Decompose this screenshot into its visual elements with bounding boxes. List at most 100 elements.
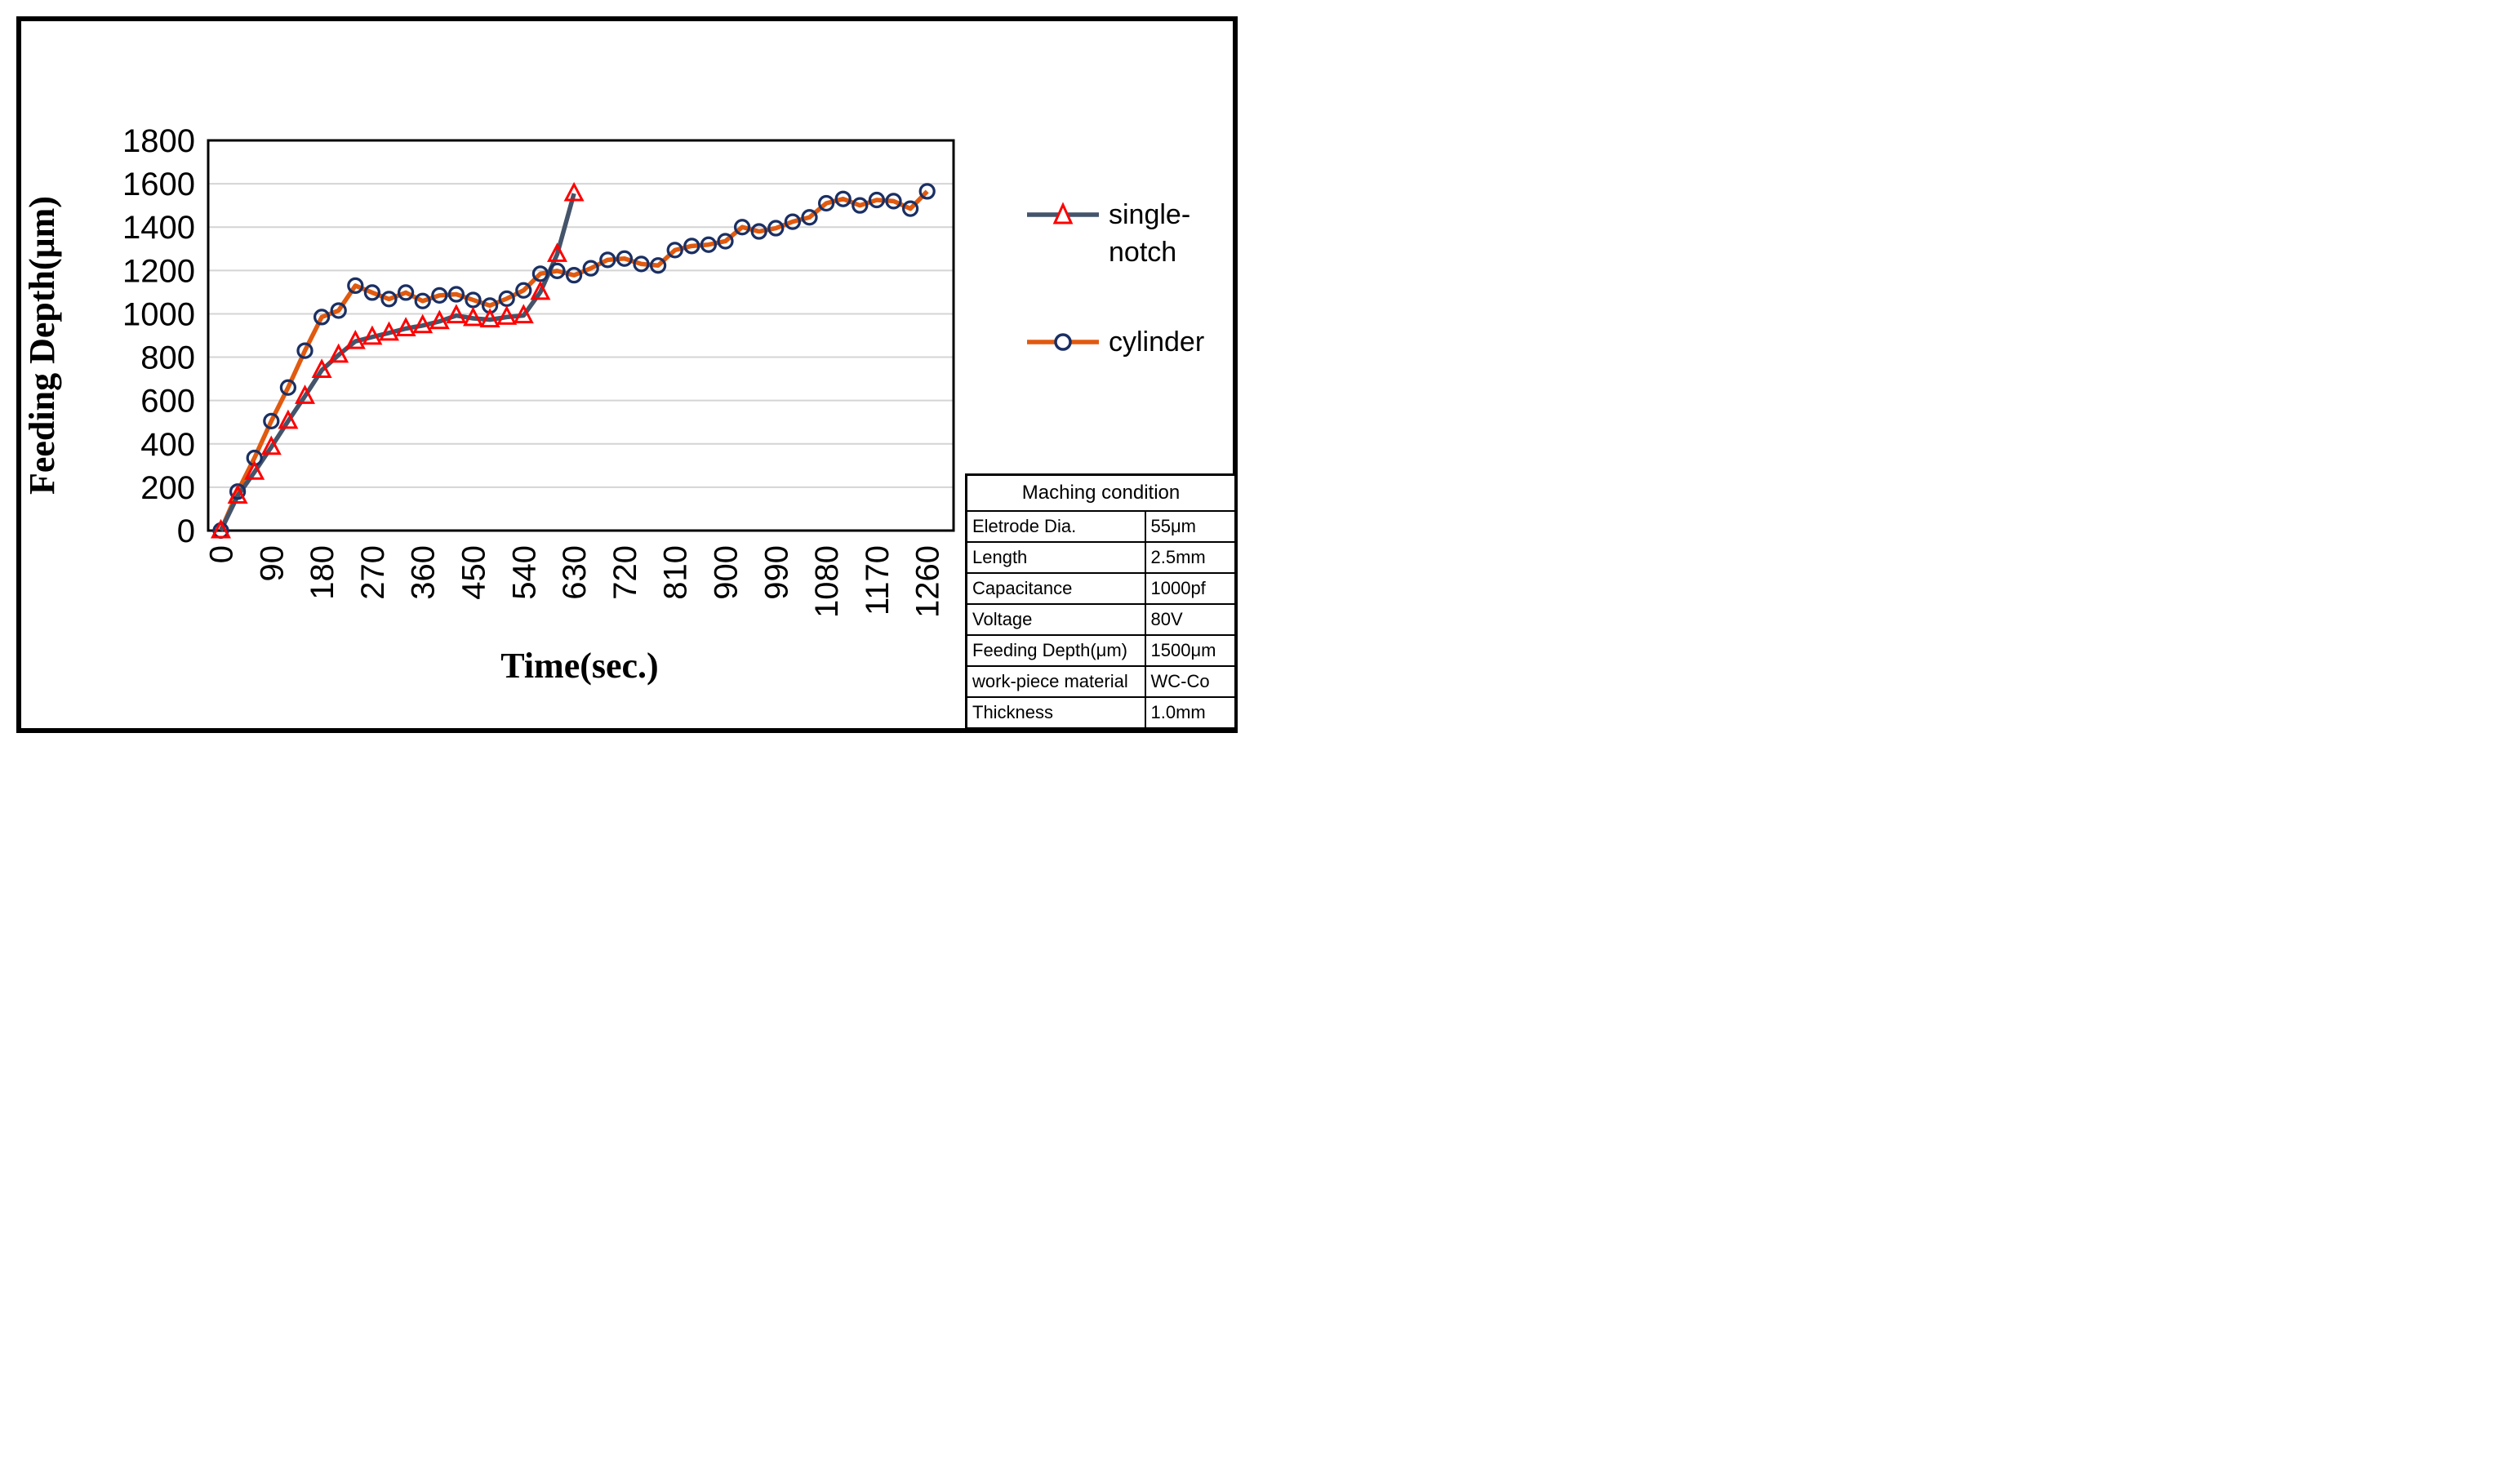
single-notch-marker-icon [563,181,585,202]
x-tick-label: 1260 [910,545,946,618]
cylinder-marker-icon [733,219,751,236]
cylinder-marker-icon [666,242,683,259]
table-row: Eletrode Dia. 55μm [965,510,1237,543]
x-tick-label: 90 [254,545,290,582]
legend-label-line1: cylinder [1109,327,1205,358]
x-tick-label: 270 [355,545,391,600]
condition-label: Thickness [965,696,1146,730]
machining-condition-table: Maching condition Eletrode Dia. 55μm Lengt… [965,473,1238,730]
y-axis-title: Feeding Depth(μm) [22,196,62,495]
cylinder-marker-icon [397,284,415,301]
table-row: Length 2.5mm [965,541,1237,574]
legend-label-line1: single- [1109,199,1191,230]
cylinder-line-sample [1027,333,1099,351]
cylinder-marker-icon [852,197,869,214]
cylinder-marker-icon [582,260,599,277]
cylinder-marker-icon [616,250,634,267]
y-tick-label: 0 [177,513,195,549]
triangle-marker-icon [1052,202,1074,224]
condition-value: 1500μm [1144,634,1237,667]
cylinder-marker-icon [380,291,398,308]
single-notch-marker-icon [345,329,366,349]
table-row: Voltage 80V [965,603,1237,636]
single-notch-marker-icon [496,305,518,325]
single-notch-line-sample [1027,202,1099,224]
y-tick-label: 400 [140,427,195,463]
y-tick-label: 1600 [122,167,195,202]
cylinder-marker-icon [330,302,347,319]
cylinder-marker-icon [868,191,886,209]
single-notch-marker-icon [260,435,282,455]
table-row: work-piece material WC-Co [965,665,1237,698]
cylinder-marker-icon [683,238,700,255]
single-notch-marker-icon [446,304,467,324]
cylinder-marker-icon [717,233,734,250]
figure-border [16,16,1238,733]
cylinder-marker-icon [801,209,818,226]
single-notch-marker-icon [278,409,299,429]
x-tick-label: 990 [758,545,794,600]
condition-value: WC-Co [1144,665,1237,698]
cylinder-marker-icon [263,412,280,430]
table-row: Feeding Depth(μm) 1500μm [965,634,1237,667]
cylinder-line [218,189,929,532]
x-axis-title: Time(sec.) [500,646,659,686]
single-notch-marker-icon [244,460,265,480]
cylinder-marker-icon [599,251,616,269]
y-tick-label: 1000 [122,296,195,332]
table-header-row: Maching condition [965,473,1237,512]
cylinder-marker-icon [414,292,431,309]
single-notch-line [219,193,576,532]
cylinder-marker-icon [549,262,566,279]
single-notch-marker-icon [530,280,551,300]
legend-label-cylinder: cylinder [1109,323,1204,361]
single-notch-marker-icon [328,343,349,363]
single-notch-marker-icon [547,242,567,262]
cylinder-marker-icon [296,342,314,359]
legend-label-line2: notch [1109,237,1177,268]
chart-canvas: 0 200 400 600 800 1000 1200 1400 1600 1800 0 90 180 2… [122,123,955,618]
condition-label: Feeding Depth(μm) [965,634,1146,667]
y-tick-label: 200 [140,470,195,506]
single-notch-marker-icon [362,325,383,345]
single-notch-marker-icon [295,384,315,404]
table-title: Maching condition [965,473,1237,512]
x-tick-label: 0 [204,545,240,563]
condition-value: 1000pf [1144,572,1237,605]
condition-label: Voltage [965,603,1146,636]
x-tick-label: 180 [305,545,340,600]
cylinder-marker-icon [901,200,919,217]
x-tick-label: 1080 [809,545,845,618]
cylinder-marker-icon [313,309,331,326]
condition-label: Capacitance [965,572,1146,605]
legend-label-single-notch: single- notch [1109,196,1190,271]
plot-border [207,139,955,532]
x-tick-label: 810 [658,545,694,600]
condition-value: 55μm [1144,510,1237,543]
single-notch-marker-icon [412,313,434,334]
cylinder-marker-icon [767,220,785,237]
table-row: Capacitance 1000pf [965,572,1237,605]
condition-label: Length [965,541,1146,574]
condition-value: 1.0mm [1144,696,1237,730]
single-notch-marker-icon [211,518,231,539]
x-tick-label: 720 [607,545,643,600]
legend-item-cylinder: cylinder [1025,323,1204,361]
cylinder-marker-icon [834,190,852,207]
x-tick-label: 450 [456,545,492,600]
single-notch-marker-icon [513,304,534,324]
cylinder-marker-icon [750,223,767,240]
cylinder-marker-icon [700,236,718,253]
cylinder-marker-icon [347,277,364,295]
single-notch-marker-icon [463,306,483,327]
x-tick-label: 900 [709,545,745,600]
cylinder-marker-icon [633,255,650,273]
single-notch-marker-icon [395,317,416,337]
legend-item-single-notch: single- notch [1025,196,1190,271]
cylinder-marker-icon [363,284,381,301]
x-tick-label: 360 [406,545,442,600]
single-notch-marker-icon [479,308,500,328]
condition-label: Eletrode Dia. [965,510,1146,543]
cylinder-marker-icon [515,282,532,299]
single-notch-marker-icon [311,358,332,378]
